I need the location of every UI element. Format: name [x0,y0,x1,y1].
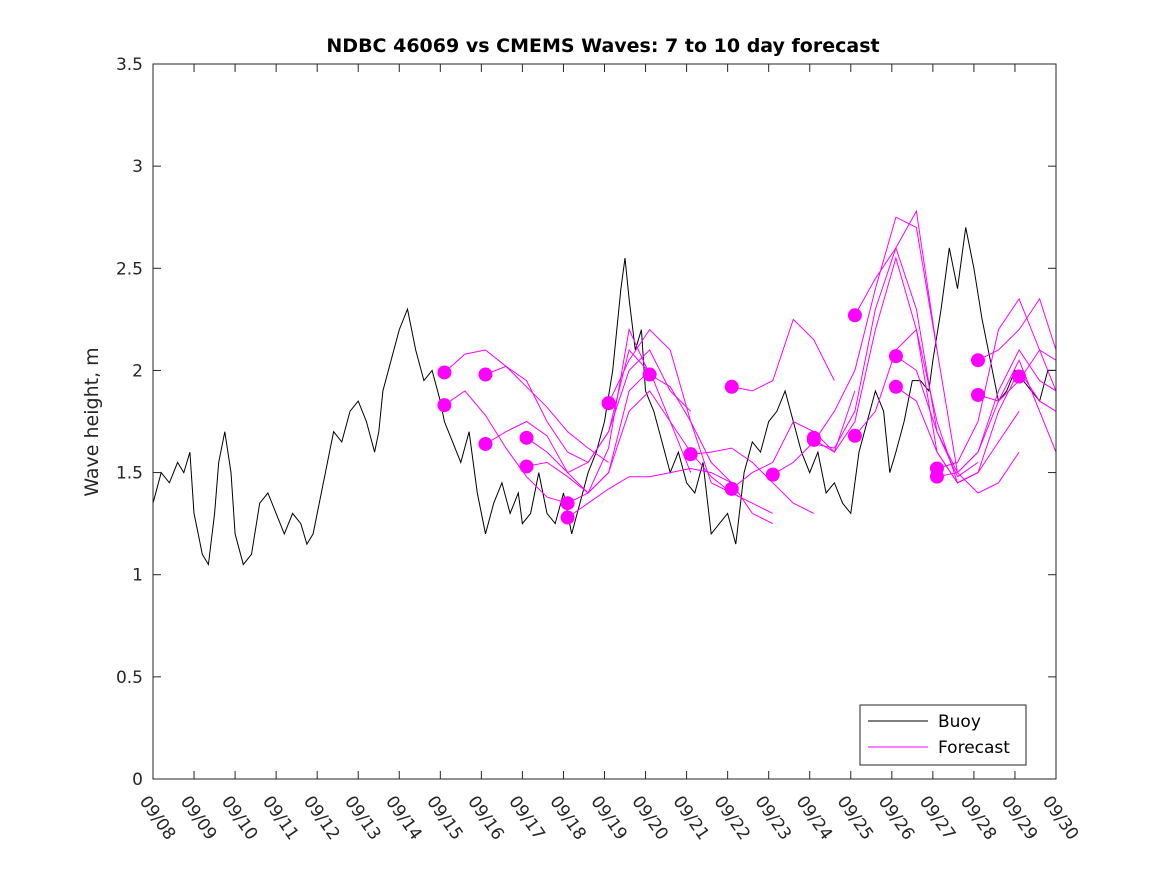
y-tick-label: 0.5 [116,668,143,688]
forecast-point [888,379,903,394]
forecast-point [724,481,739,496]
forecast-point [806,430,821,445]
forecast-point [929,469,944,484]
forecast-point [642,367,657,382]
y-axis-label: Wave height, m [81,347,103,496]
y-tick-label: 1.5 [116,464,143,484]
forecast-line [854,328,1020,484]
forecast-point [437,398,452,413]
forecast-point [765,467,780,482]
forecast-line [895,369,1057,484]
series-layer [152,209,1057,567]
forecast-line [444,349,609,463]
forecast-line [977,297,1057,361]
forecast-point [601,396,616,411]
forecast-point [437,365,452,380]
forecast-line [690,447,815,514]
forecast-point [560,496,575,511]
legend-forecast-label: Forecast [938,738,1010,758]
forecast-line [526,349,692,474]
y-tick-label: 3.5 [116,55,143,75]
legend-buoy-label: Buoy [938,712,981,732]
forecast-point [847,428,862,443]
forecast-line [854,209,1020,494]
forecast-line [649,374,774,525]
forecast-point [560,510,575,525]
forecast-point [971,353,986,368]
forecast-point [724,379,739,394]
chart-title: NDBC 46069 vs CMEMS Waves: 7 to 10 day f… [326,35,879,57]
forecast-line [567,467,732,518]
forecast-line [567,390,733,504]
y-tick-label: 3 [132,157,143,177]
legend: Buoy Forecast [859,704,1027,766]
y-tick-label: 1 [132,566,143,586]
y-tick-label: 2 [132,361,143,381]
forecast-point [888,349,903,364]
y-tick-label: 2.5 [116,259,143,279]
forecast-point [478,436,493,451]
y-tick-label: 0 [132,770,143,790]
forecast-point [971,387,986,402]
forecast-point [847,308,862,323]
forecast-point [1012,369,1027,384]
forecast-point [478,367,493,382]
forecast-point [519,430,534,445]
forecast-line [444,390,568,504]
buoy-line [152,227,1056,567]
forecast-point [683,447,698,462]
forecast-line [731,318,835,392]
legend-box [859,704,1027,766]
forecast-line [485,348,650,464]
forecast-point [519,459,534,474]
